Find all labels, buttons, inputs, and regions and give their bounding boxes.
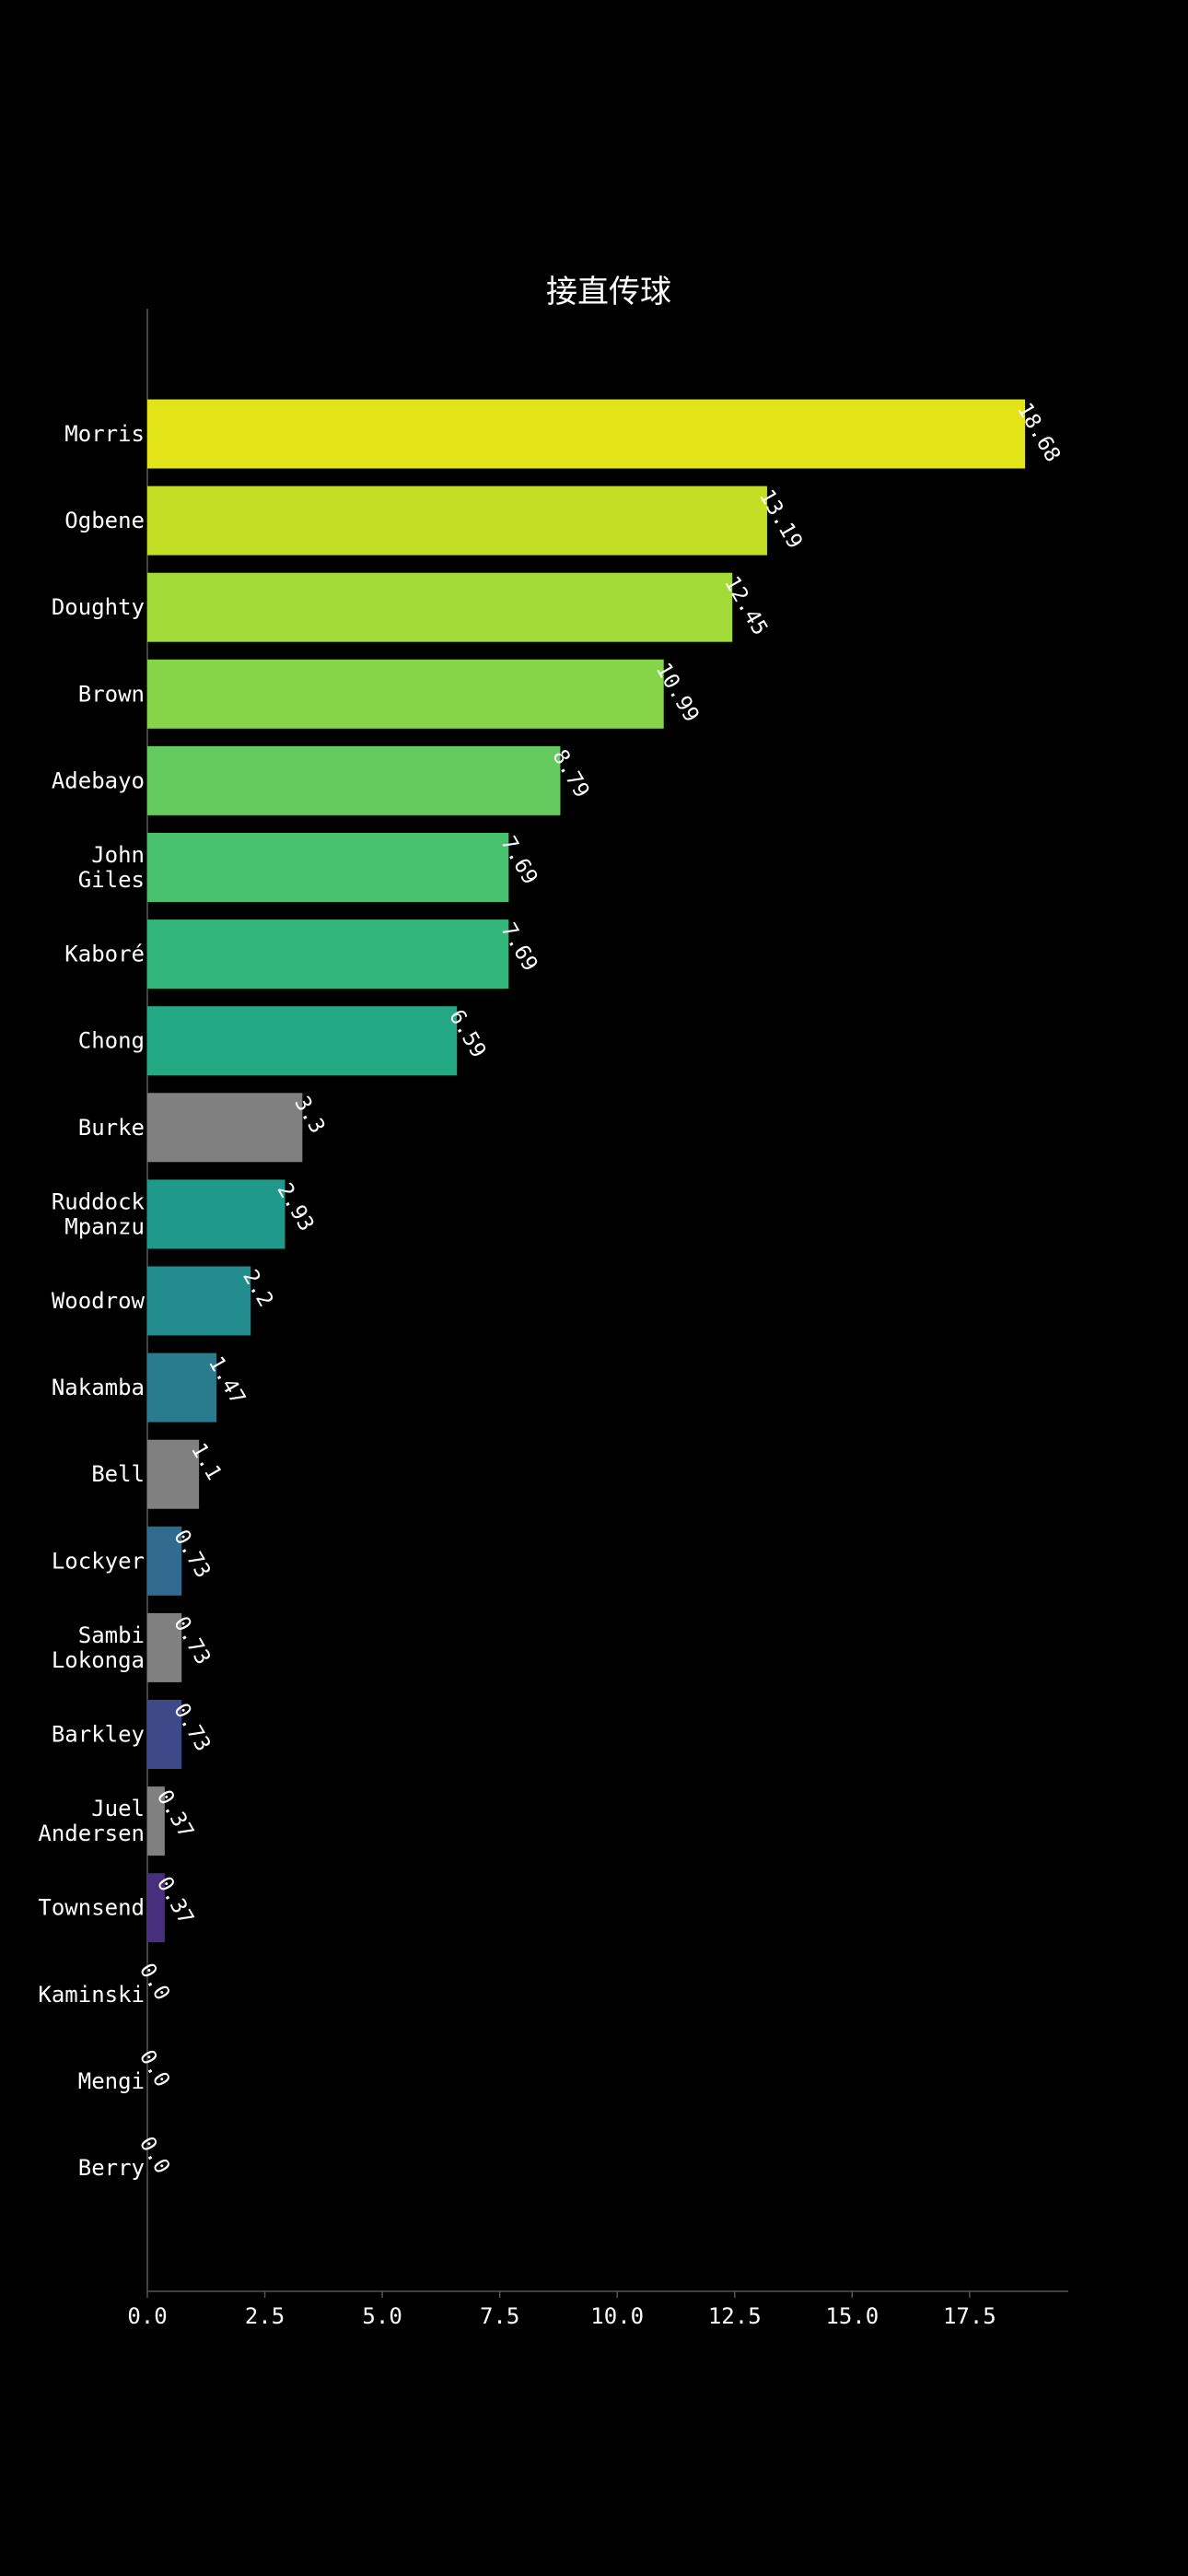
x-tick-label: 5.0 [362,2303,402,2329]
y-axis-labels: Morris Ogbene Doughty Brown Adebayo John Giles… [38,421,145,2181]
y-tick-label-line: Andersen [38,1821,145,1846]
x-tick-label: 2.5 [245,2303,285,2329]
y-tick-label-line: Burke [78,1115,145,1141]
bar [147,1179,285,1249]
y-tick-label-line: Brown [78,681,145,707]
bars [147,399,1026,1943]
y-tick-label: Bell [91,1461,145,1487]
bar [147,1873,165,1943]
bar [147,1006,458,1076]
y-tick-label-line: Lokonga [52,1647,145,1673]
y-tick-label-line: Sambi [78,1622,145,1648]
x-tick-label: 17.5 [943,2303,996,2329]
y-tick-label: Nakamba [52,1375,145,1400]
y-tick-label: Morris [64,421,145,447]
y-tick-label: Ogbene [64,508,145,533]
bar [147,1700,182,1769]
y-tick-label-line: Mengi [78,2068,145,2094]
y-tick-label: Berry [78,2155,145,2181]
bar [147,1266,251,1336]
bar [147,1526,182,1596]
y-tick-label-line: Morris [64,421,145,447]
bar [147,1352,216,1423]
y-tick-label: Barkley [52,1722,145,1748]
bar [147,486,767,556]
x-tick-label: 7.5 [480,2303,519,2329]
y-tick-label: Sambi Lokonga [52,1622,145,1673]
bar [147,919,509,989]
y-tick-label-line: Juel [91,1796,145,1821]
y-tick-label-line: Doughty [52,594,145,620]
y-tick-label: Ruddock Mpanzu [52,1188,146,1239]
x-tick-label: 15.0 [825,2303,879,2329]
bar [147,745,561,815]
bar [147,399,1026,469]
y-tick-label: Mengi [78,2068,145,2094]
y-tick-label-line: Ruddock [52,1188,146,1214]
x-tick-label: 0.0 [127,2303,167,2329]
y-tick-label: Adebayo [52,767,145,793]
y-tick-label: Lockyer [52,1548,145,1574]
x-tick-label: 12.5 [708,2303,762,2329]
y-tick-label-line: Giles [78,867,145,893]
bar [147,572,733,642]
bar [147,1093,303,1163]
y-tick-label-line: Nakamba [52,1375,145,1400]
bar [147,1439,200,1509]
y-tick-label-line: Mpanzu [64,1213,145,1239]
y-tick-label-line: Kaminski [38,1982,145,2008]
y-tick-label: Doughty [52,594,145,620]
y-tick-label: John Giles [78,842,145,893]
y-tick-label: Burke [78,1115,145,1141]
bar [147,1612,182,1682]
y-tick-label: Chong [78,1028,145,1054]
bar [147,833,509,902]
y-tick-label: Kaminski [38,1982,145,2008]
chart-title: 接直传球 [546,274,671,310]
y-tick-label-line: Berry [78,2155,145,2181]
y-tick-label-line: Woodrow [52,1288,146,1314]
y-tick-label-line: John [91,842,145,868]
x-axis-ticks: 0.0 2.5 5.0 7.5 10.0 12.5 15.0 17.5 [127,2291,996,2329]
y-tick-label: Brown [78,681,145,707]
y-tick-label-line: Chong [78,1028,145,1054]
y-tick-label-line: Kaboré [64,942,145,967]
y-tick-label-line: Bell [91,1461,145,1487]
y-tick-label-line: Barkley [52,1722,145,1748]
y-tick-label: Townsend [38,1895,145,1921]
bar [147,1786,165,1856]
y-tick-label-line: Lockyer [52,1548,145,1574]
y-tick-label-line: Adebayo [52,767,145,793]
y-tick-label: Kaboré [64,942,145,967]
x-tick-label: 10.0 [590,2303,644,2329]
y-tick-label: Woodrow [52,1288,146,1314]
y-tick-label-line: Townsend [38,1895,145,1921]
y-tick-label: Juel Andersen [38,1796,145,1846]
y-tick-label-line: Ogbene [64,508,145,533]
bar [147,659,664,729]
